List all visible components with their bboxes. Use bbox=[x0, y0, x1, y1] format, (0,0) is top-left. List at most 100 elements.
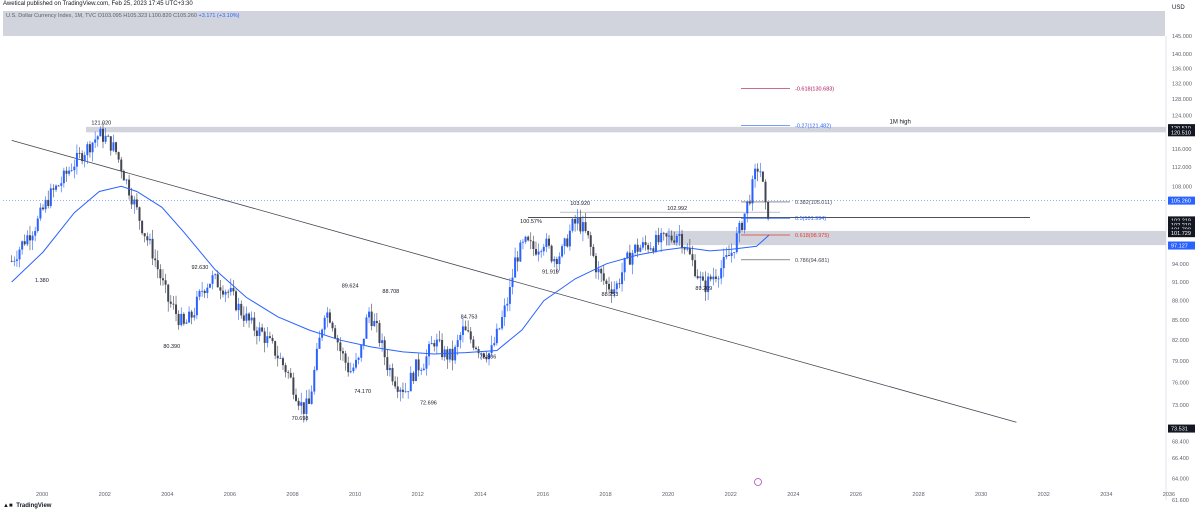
candle-body bbox=[331, 322, 334, 329]
candle-body bbox=[81, 153, 84, 162]
time-axis-tick: 2022 bbox=[725, 492, 737, 498]
candle-body bbox=[727, 255, 730, 256]
candle-body bbox=[741, 222, 744, 231]
candle-body bbox=[188, 311, 191, 323]
candle-body bbox=[295, 394, 298, 401]
candle-body bbox=[308, 398, 311, 404]
price-axis-tick: 145.000 bbox=[1172, 34, 1192, 40]
candle-body bbox=[433, 343, 436, 347]
candle-body bbox=[662, 232, 665, 234]
zone-band-1 bbox=[667, 230, 1166, 246]
candle-body bbox=[159, 269, 162, 279]
candle-body bbox=[665, 233, 668, 237]
candle-body bbox=[414, 359, 417, 382]
candle-body bbox=[229, 287, 232, 292]
candle-body bbox=[602, 273, 605, 281]
candle-body bbox=[10, 260, 13, 262]
price-axis-label-bg bbox=[1168, 128, 1195, 137]
candle-body bbox=[534, 249, 537, 255]
candle-body bbox=[125, 179, 128, 181]
symbol-change: +3.171 (+3.10%) bbox=[198, 13, 240, 19]
candle-body bbox=[47, 199, 50, 206]
publish-info: Awetical published on TradingView.com, F… bbox=[3, 1, 193, 7]
candle-body bbox=[707, 276, 710, 293]
candle-body bbox=[399, 389, 402, 392]
price-axis-tick: 68.400 bbox=[1172, 439, 1189, 445]
candle-body bbox=[360, 345, 363, 358]
candle-body bbox=[221, 290, 224, 295]
candle-body bbox=[112, 142, 115, 151]
candle-body bbox=[438, 339, 441, 341]
candle-body bbox=[584, 222, 587, 231]
candle-body bbox=[211, 275, 214, 284]
candle-body bbox=[404, 391, 407, 393]
price-axis-label: 120.510 bbox=[1171, 130, 1191, 136]
footer-brand[interactable]: ▲■ TradingView bbox=[3, 503, 51, 509]
candle-body bbox=[138, 207, 141, 221]
candle-body bbox=[401, 389, 404, 392]
zone-band-0 bbox=[86, 126, 1166, 133]
price-annotation: 89.624 bbox=[342, 283, 359, 289]
candle-body bbox=[613, 289, 616, 294]
candle-body bbox=[417, 359, 420, 371]
candle-body bbox=[227, 291, 230, 293]
candle-body bbox=[675, 235, 678, 243]
candle-body bbox=[754, 168, 757, 180]
downtrend-line[interactable] bbox=[11, 140, 1017, 423]
candle-body bbox=[57, 185, 60, 187]
candle-body bbox=[579, 216, 582, 232]
candle-body bbox=[394, 381, 397, 387]
candle-body bbox=[649, 248, 652, 250]
candle-body bbox=[352, 367, 355, 372]
time-axis-tick: 2002 bbox=[99, 492, 111, 498]
candle-body bbox=[185, 322, 188, 324]
candle-body bbox=[566, 238, 569, 247]
candle-body bbox=[641, 242, 644, 248]
candle-body bbox=[441, 339, 444, 358]
price-axis-label-bg bbox=[1168, 220, 1195, 229]
candle-body bbox=[751, 179, 754, 204]
price-axis-label-bg bbox=[1168, 124, 1195, 133]
candle-body bbox=[161, 278, 164, 281]
candle-body bbox=[691, 254, 694, 261]
candle-body bbox=[292, 377, 295, 395]
candle-body bbox=[485, 356, 488, 360]
candle-body bbox=[605, 280, 608, 284]
candle-body bbox=[621, 272, 624, 285]
price-annotation: 70.698 bbox=[292, 416, 309, 422]
brand-label: TradingView bbox=[16, 503, 52, 509]
candle-body bbox=[618, 283, 621, 285]
candle-body bbox=[368, 311, 371, 318]
candle-body bbox=[271, 337, 274, 342]
candle-body bbox=[553, 258, 556, 262]
candle-body bbox=[302, 402, 305, 414]
candle-body bbox=[743, 213, 746, 231]
candle-body bbox=[688, 248, 691, 255]
candle-body bbox=[501, 317, 504, 329]
fib-level-label: 0.5(101.994) bbox=[795, 216, 826, 222]
candle-body bbox=[386, 357, 389, 371]
candle-body bbox=[141, 220, 144, 234]
candle-body bbox=[709, 276, 712, 280]
candle-body bbox=[430, 343, 433, 345]
candle-body bbox=[516, 257, 519, 262]
time-axis-tick: 2014 bbox=[474, 492, 486, 498]
price-annotation: 89.209 bbox=[695, 286, 712, 292]
candle-body bbox=[422, 368, 425, 371]
candle-body bbox=[514, 257, 517, 278]
candle-body bbox=[657, 234, 660, 243]
candle-body bbox=[245, 313, 248, 321]
candle-body bbox=[503, 305, 506, 318]
candle-body bbox=[474, 347, 477, 350]
candle-body bbox=[508, 287, 511, 304]
candle-body bbox=[96, 136, 99, 140]
price-axis-tick: 79.000 bbox=[1172, 359, 1189, 365]
scale-currency[interactable]: USD bbox=[1172, 5, 1185, 11]
header-band bbox=[3, 11, 1165, 36]
moving-average-line[interactable] bbox=[11, 185, 770, 355]
candle-body bbox=[636, 244, 639, 252]
event-marker-icon[interactable] bbox=[754, 478, 762, 486]
candle-body bbox=[237, 303, 240, 311]
candle-body bbox=[68, 170, 71, 174]
